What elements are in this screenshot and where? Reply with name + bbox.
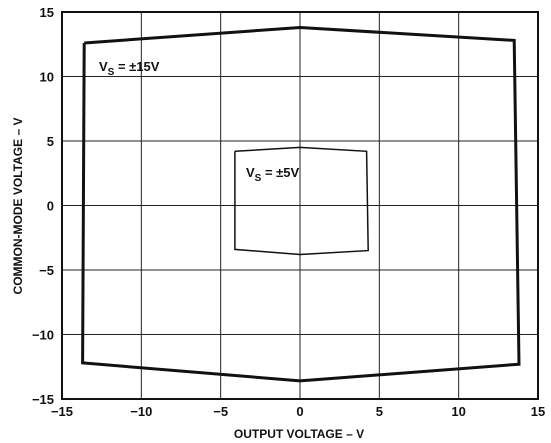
x-axis-label: OUTPUT VOLTAGE – V — [234, 427, 364, 441]
y-tick-label: 0 — [47, 199, 54, 214]
series-line-1 — [81, 25, 521, 383]
y-tick-label: −15 — [32, 392, 54, 407]
annotations: VS = ±15V VS = ±5V — [99, 59, 300, 184]
x-tick-label: 10 — [451, 404, 465, 419]
x-tick-labels: −15 −10 −5 0 5 10 15 — [51, 404, 545, 419]
x-tick-label: 5 — [376, 404, 383, 419]
series-line-2 — [234, 146, 369, 256]
grid — [62, 12, 538, 399]
x-tick-label: 0 — [296, 404, 303, 419]
x-tick-label: −10 — [130, 404, 152, 419]
y-tick-label: 10 — [40, 70, 54, 85]
plot-frame — [61, 11, 539, 400]
y-tick-label: 15 — [40, 5, 54, 20]
series-annotation-1: VS = ±15V — [99, 59, 160, 78]
x-tick-label: −15 — [51, 404, 73, 419]
y-tick-label: −10 — [32, 328, 54, 343]
x-tick-label: −5 — [213, 404, 228, 419]
y-tick-labels: −15 −10 −5 0 5 10 15 — [32, 5, 54, 407]
x-tick-label: 15 — [531, 404, 545, 419]
series-annotation-2: VS = ±5V — [246, 165, 300, 184]
y-tick-label: −5 — [39, 263, 54, 278]
series-layer — [81, 25, 521, 383]
y-tick-label: 5 — [47, 134, 54, 149]
y-axis-label: COMMON-MODE VOLTAGE – V — [11, 118, 25, 295]
